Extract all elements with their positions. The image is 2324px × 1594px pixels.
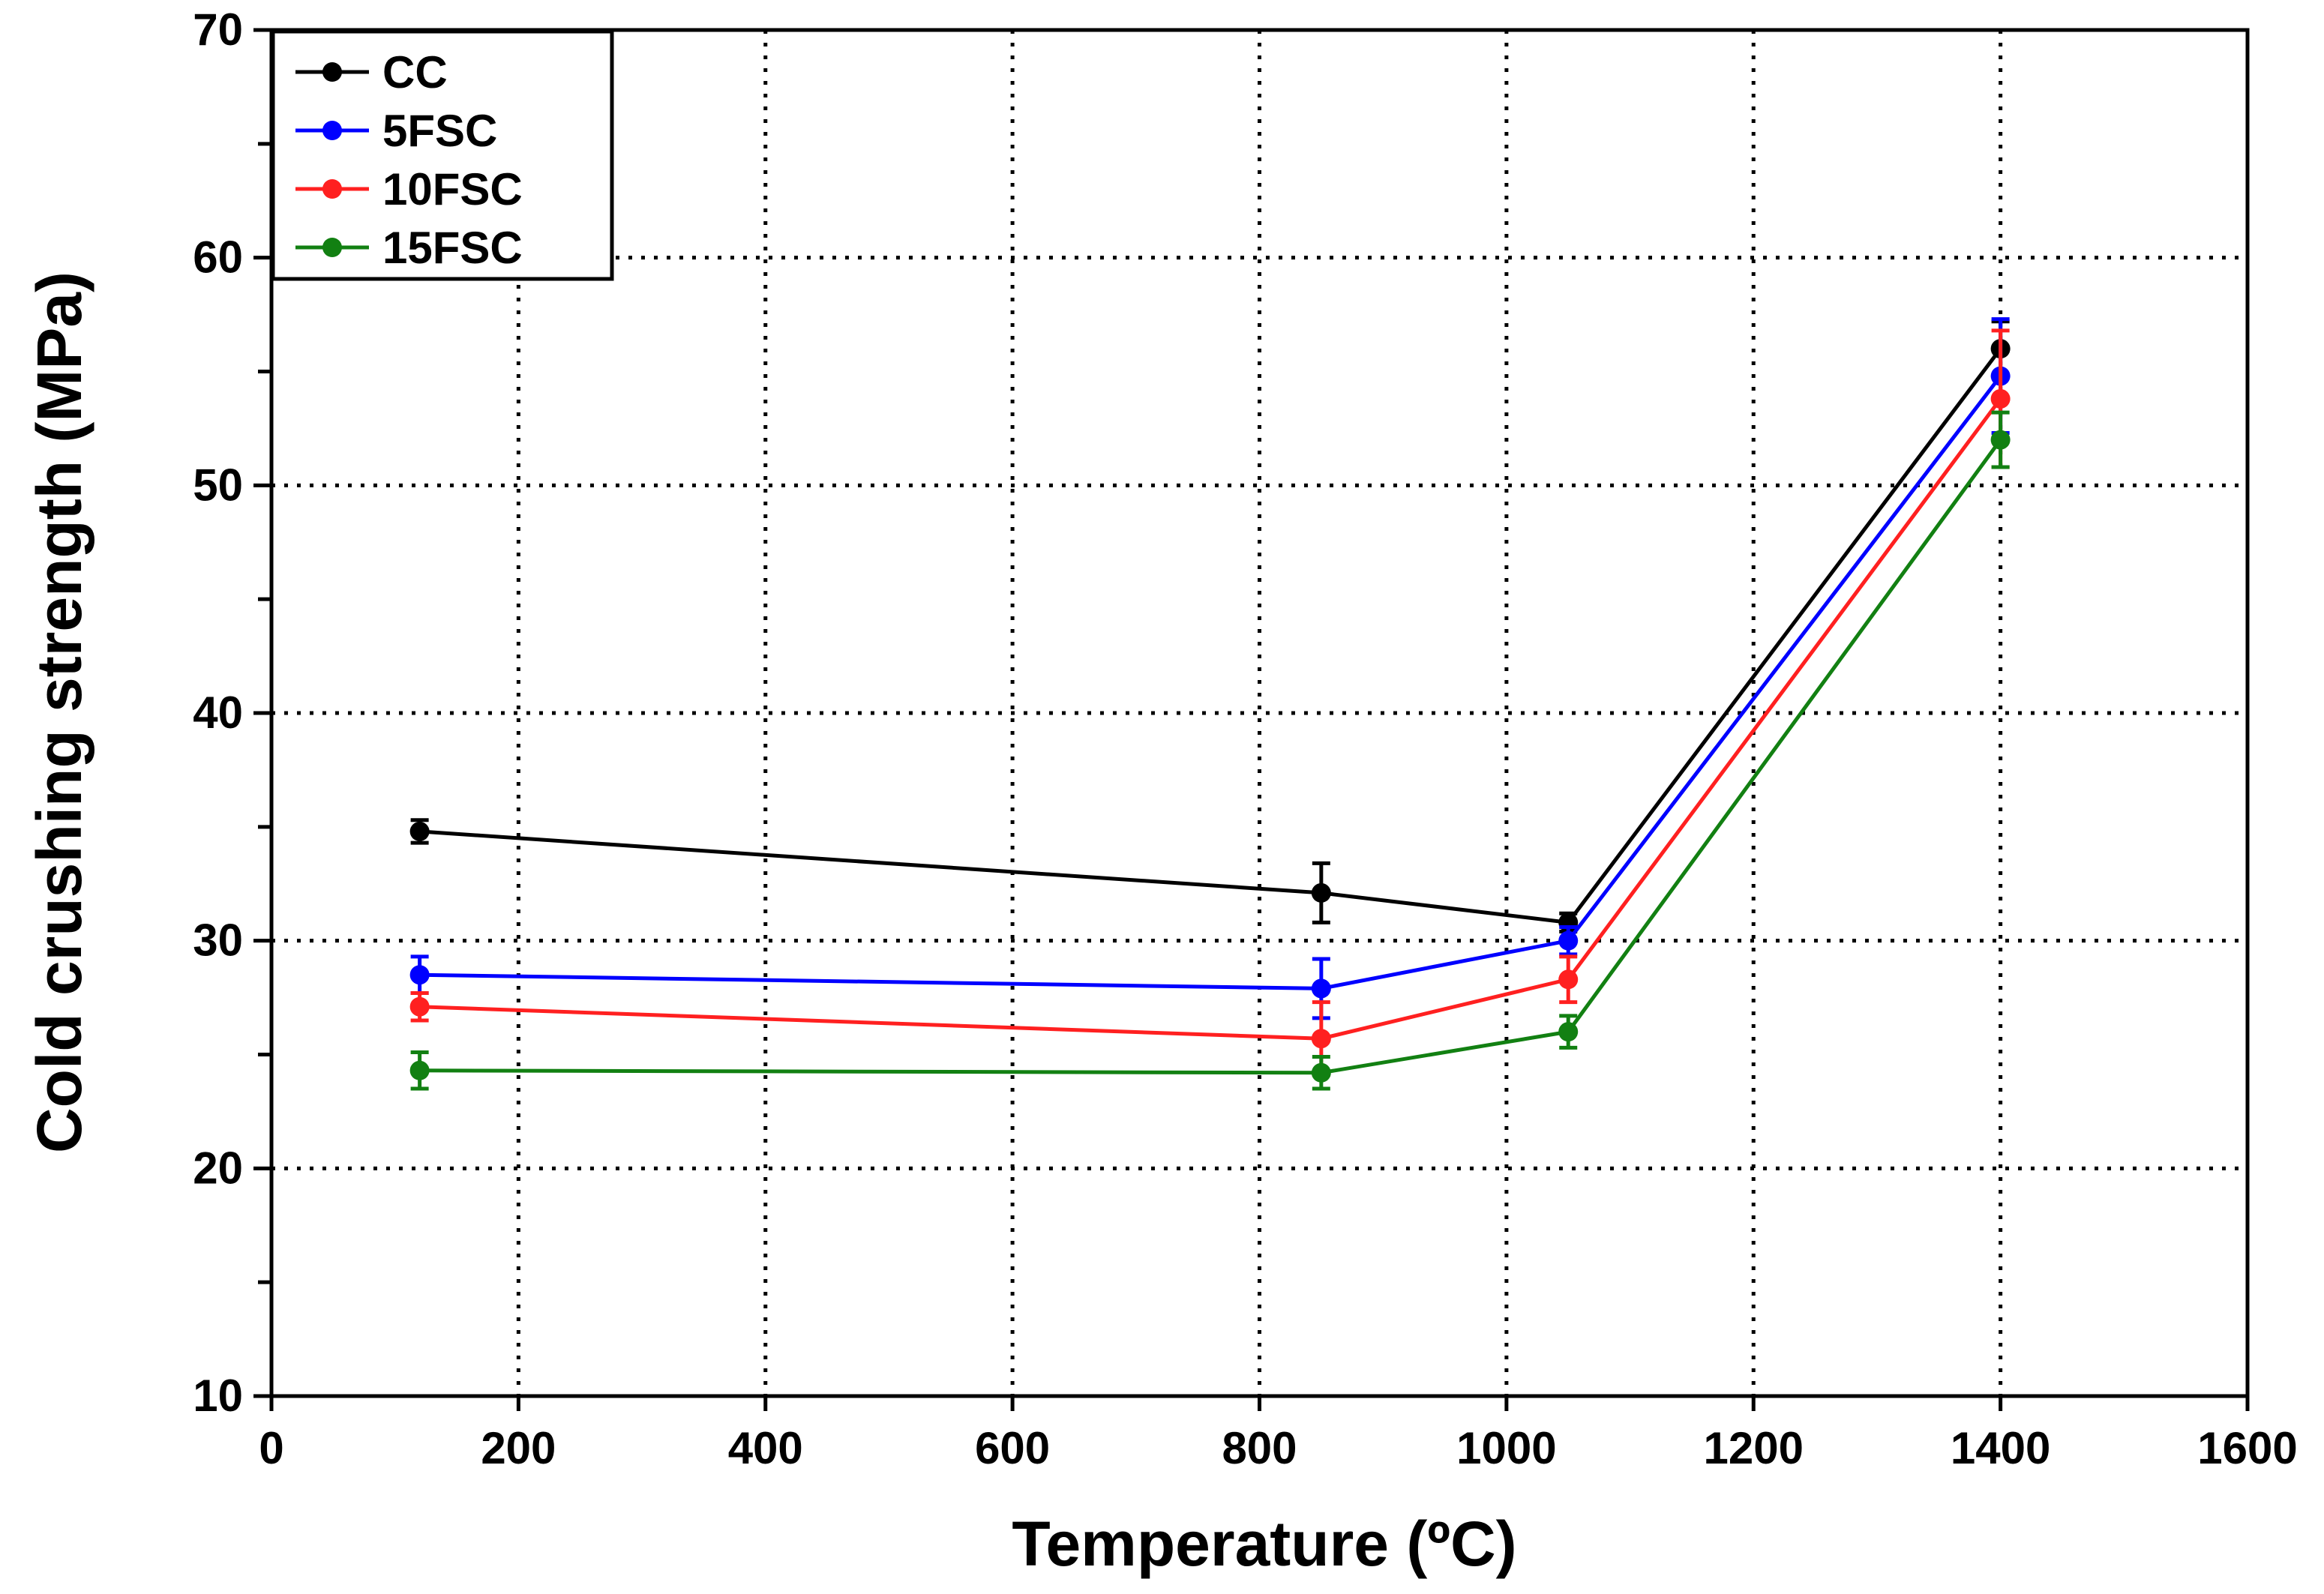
legend-label: CC xyxy=(382,47,448,97)
data-point xyxy=(1990,430,2011,450)
series-10fsc xyxy=(409,328,2011,1077)
legend-label: 10FSC xyxy=(382,164,523,214)
x-tick-label: 800 xyxy=(1222,1423,1297,1473)
series-line xyxy=(419,397,2002,1041)
data-point xyxy=(1311,1029,1331,1049)
y-axis-label: Cold crushing strength (MPa) xyxy=(24,271,94,1153)
legend-entry-15fsc: 15FSC xyxy=(295,223,523,273)
x-tick-label: 1600 xyxy=(2197,1423,2297,1473)
legend-marker xyxy=(322,179,342,199)
x-tick-label: 1200 xyxy=(1704,1423,1804,1473)
x-tick-label: 600 xyxy=(975,1423,1050,1473)
axes: 0 200 400 600 800 1000 1200 1400 1600 10 20 30 40 50 6… xyxy=(193,4,2297,1473)
legend-label: 5FSC xyxy=(382,106,497,156)
legend-label: 15FSC xyxy=(382,223,523,273)
legend: CC 5FSC 10FSC 15FSC xyxy=(271,29,614,281)
y-tick-label: 70 xyxy=(193,4,243,55)
series-line xyxy=(419,375,2002,990)
series-line xyxy=(419,347,2002,924)
legend-marker xyxy=(322,238,342,257)
legend-marker xyxy=(322,62,342,82)
y-tick-label: 20 xyxy=(193,1143,243,1193)
data-point xyxy=(1558,969,1579,990)
legend-entry-5fsc: 5FSC xyxy=(295,106,497,156)
x-tick-label: 200 xyxy=(481,1423,556,1473)
legend-entry-cc: CC xyxy=(295,47,448,97)
x-tick-label: 1400 xyxy=(1951,1423,2050,1473)
data-point xyxy=(409,1060,430,1080)
x-tick-label: 1000 xyxy=(1456,1423,1556,1473)
data-point xyxy=(409,821,430,841)
y-tick-label: 60 xyxy=(193,232,243,283)
data-point xyxy=(409,965,430,985)
series-15fsc xyxy=(409,410,2011,1091)
y-tick-label: 10 xyxy=(193,1371,243,1421)
x-tick-label: 0 xyxy=(259,1423,283,1473)
series-cc xyxy=(409,319,2011,934)
y-tick-label: 40 xyxy=(193,688,243,738)
data-point xyxy=(409,996,430,1017)
data-point xyxy=(1558,930,1579,951)
x-tick-label: 400 xyxy=(728,1423,803,1473)
series-5fsc xyxy=(409,317,2011,1020)
data-point xyxy=(1558,1022,1579,1042)
legend-marker xyxy=(322,121,342,140)
legend-entry-10fsc: 10FSC xyxy=(295,164,523,214)
data-point xyxy=(1311,882,1331,903)
series-layer xyxy=(409,317,2011,1091)
data-point xyxy=(1311,978,1331,999)
data-point xyxy=(1990,388,2011,409)
series-line xyxy=(419,439,2002,1075)
data-point xyxy=(1311,1062,1331,1083)
x-axis-label: Temperature (ºC) xyxy=(1012,1509,1516,1579)
y-tick-label: 30 xyxy=(193,915,243,966)
y-tick-label: 50 xyxy=(193,460,243,510)
